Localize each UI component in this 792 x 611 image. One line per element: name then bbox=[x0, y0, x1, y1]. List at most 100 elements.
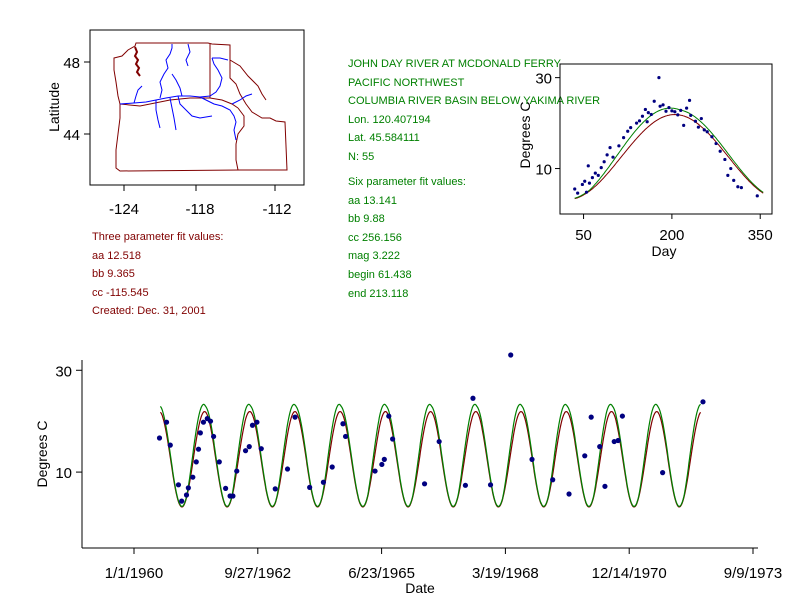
ts-fit-six-curve bbox=[159, 403, 701, 508]
ts-chart-ylabel: Degrees C bbox=[34, 421, 50, 488]
day-data-point bbox=[645, 120, 649, 124]
day-data-point bbox=[729, 166, 733, 171]
three-param-bb: bb 9.365 bbox=[92, 268, 135, 281]
ts-data-point bbox=[156, 435, 163, 441]
day-data-point bbox=[739, 186, 743, 190]
day-data-point bbox=[573, 187, 577, 191]
day-data-point bbox=[676, 113, 680, 117]
day-data-point bbox=[682, 123, 686, 127]
station-lon: Lon. 120.407194 bbox=[348, 113, 431, 126]
six-param-bb: bb 9.88 bbox=[348, 213, 385, 226]
day-data-point bbox=[583, 179, 587, 183]
ts-data-point bbox=[508, 352, 514, 358]
three-param-cc: cc -115.545 bbox=[92, 286, 149, 299]
ts-data-point bbox=[284, 466, 291, 472]
day-data-point bbox=[599, 166, 603, 170]
map-xtick-112: -112 bbox=[263, 201, 292, 218]
day-data-point bbox=[593, 171, 597, 175]
ts-ytick-label-30: 30 bbox=[55, 363, 72, 380]
ts-data-point bbox=[372, 468, 378, 474]
day-data-point bbox=[667, 106, 671, 110]
ts-data-point bbox=[272, 486, 278, 492]
day-data-point bbox=[637, 119, 642, 123]
day-xtick-label-350: 350 bbox=[748, 227, 773, 244]
day-xtick-label-50: 50 bbox=[575, 227, 592, 244]
ts-data-point bbox=[421, 481, 428, 487]
three-param-block: Three parameter fit values: aa 12.518 bb… bbox=[92, 228, 223, 321]
six-param-end: end 213.118 bbox=[348, 287, 409, 300]
ts-data-point bbox=[193, 459, 199, 465]
puget-sound bbox=[133, 46, 141, 77]
ts-ytick-label-10: 10 bbox=[55, 465, 72, 482]
map-xtick-118: -118 bbox=[186, 201, 215, 218]
ts-data-point bbox=[390, 436, 396, 442]
ts-xtick-label: 9/9/1973 bbox=[724, 565, 782, 582]
map-rivers bbox=[119, 43, 253, 141]
station-name: JOHN DAY RIVER AT MCDONALD FERRY bbox=[348, 58, 561, 70]
ts-xtick-label: 12/14/1970 bbox=[592, 565, 667, 582]
day-chart-points bbox=[573, 76, 759, 198]
ts-data-point bbox=[550, 477, 556, 483]
ts-data-point bbox=[487, 482, 494, 488]
day-data-point bbox=[670, 109, 674, 113]
ts-chart-axes: 1/1/1960 9/27/1962 6/23/1965 3/19/1968 12/14… bbox=[55, 363, 782, 582]
ts-chart-fits bbox=[159, 403, 702, 508]
ts-data-point bbox=[223, 485, 229, 491]
ts-chart-points bbox=[156, 352, 706, 504]
day-data-point bbox=[699, 116, 703, 121]
okanogan-river bbox=[185, 43, 191, 67]
three-param-heading: Three parameter fit values: bbox=[92, 231, 224, 243]
ts-data-point bbox=[329, 464, 335, 470]
ts-data-point bbox=[246, 444, 252, 450]
six-param-begin: begin 61.438 bbox=[348, 268, 412, 281]
columbia-river bbox=[119, 57, 223, 105]
snake-river bbox=[199, 96, 237, 141]
ts-data-point bbox=[204, 416, 210, 422]
ts-data-point bbox=[470, 395, 476, 401]
day-data-point bbox=[679, 108, 683, 112]
clearwater-river bbox=[231, 93, 253, 105]
day-data-point bbox=[622, 136, 626, 140]
ts-data-point bbox=[381, 456, 387, 462]
day-data-point bbox=[732, 178, 736, 182]
map-axes bbox=[84, 61, 276, 191]
day-data-point bbox=[693, 119, 698, 123]
day-data-point bbox=[576, 191, 580, 195]
day-data-point bbox=[726, 173, 730, 177]
map-ylabel: Latitude bbox=[46, 82, 62, 132]
day-data-point bbox=[626, 129, 630, 133]
six-param-aa: aa 13.141 bbox=[348, 194, 397, 207]
ts-data-point bbox=[234, 468, 240, 474]
deschutes-river bbox=[169, 97, 177, 131]
day-data-point bbox=[652, 99, 656, 103]
ts-data-point bbox=[249, 422, 256, 428]
ts-data-point bbox=[700, 399, 706, 405]
ts-chart-xlabel: Date bbox=[405, 580, 435, 596]
day-data-point bbox=[629, 126, 633, 130]
day-data-point bbox=[590, 176, 594, 180]
ts-data-point bbox=[602, 483, 608, 489]
ts-data-point bbox=[254, 419, 260, 425]
ts-data-point bbox=[242, 448, 249, 454]
ts-data-point bbox=[379, 461, 385, 468]
ts-xtick-label: 9/27/1962 bbox=[224, 565, 291, 582]
day-data-point bbox=[634, 121, 639, 125]
ts-data-point bbox=[588, 414, 594, 420]
day-data-point bbox=[718, 149, 722, 153]
id-mt-boundary bbox=[229, 59, 267, 101]
day-data-point bbox=[710, 135, 714, 139]
station-region: PACIFIC NORTHWEST bbox=[348, 76, 465, 89]
day-data-point bbox=[584, 190, 589, 194]
ts-data-point bbox=[342, 433, 349, 440]
ts-fit-three-curve bbox=[159, 410, 702, 508]
ts-data-point bbox=[211, 433, 217, 440]
ts-xtick-label: 3/19/1968 bbox=[472, 565, 539, 582]
day-data-point bbox=[687, 98, 692, 102]
map-xtick-124: -124 bbox=[109, 201, 139, 218]
day-data-point bbox=[608, 146, 612, 150]
day-data-point bbox=[673, 110, 677, 114]
ts-data-point bbox=[340, 421, 346, 427]
map-ytick-44: 44 bbox=[63, 127, 80, 144]
day-data-point bbox=[640, 114, 645, 118]
six-param-cc: cc 256.156 bbox=[348, 231, 402, 244]
